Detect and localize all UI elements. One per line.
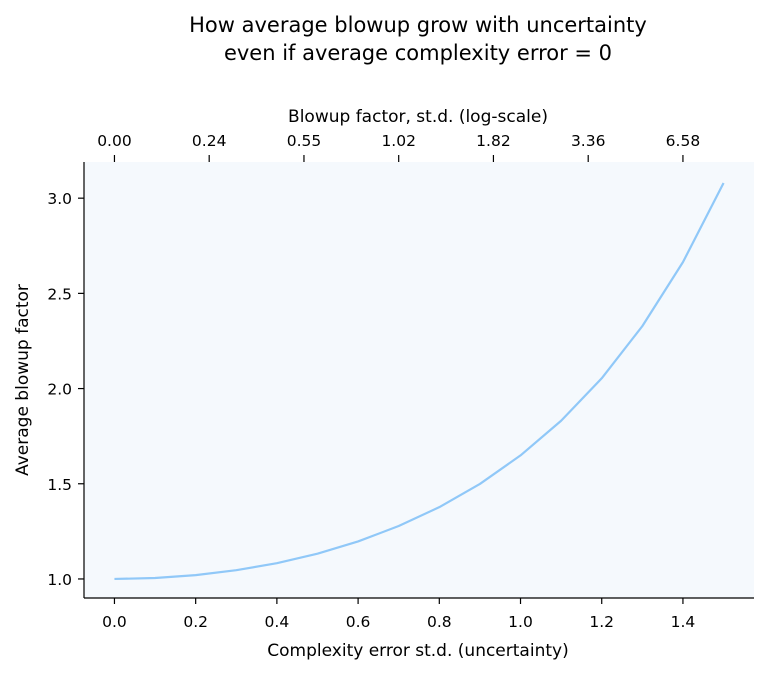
x-tick-label: 0.2 <box>183 613 208 631</box>
x-tick-label: 0.0 <box>102 613 127 631</box>
y-tick-label: 1.5 <box>47 476 72 494</box>
top-tick-label: 0.00 <box>97 132 132 150</box>
top-tick-label: 6.58 <box>666 132 701 150</box>
top-axis-label: Blowup factor, st.d. (log-scale) <box>288 107 548 127</box>
y-tick-label: 2.0 <box>47 381 72 399</box>
y-tick-label: 2.5 <box>47 285 72 303</box>
x-tick-label: 1.0 <box>508 613 533 631</box>
y-axis-label: Average blowup factor <box>13 284 33 476</box>
top-tick-label: 0.55 <box>287 132 322 150</box>
top-tick-label: 1.82 <box>476 132 511 150</box>
x-tick-label: 1.2 <box>589 613 614 631</box>
y-tick-label: 1.0 <box>47 571 72 589</box>
y-tick-label: 3.0 <box>47 190 72 208</box>
x-tick-label: 0.6 <box>346 613 371 631</box>
chart-subtitle: even if average complexity error = 0 <box>224 41 612 65</box>
series-line-0 <box>114 182 725 581</box>
chart-title: How average blowup grow with uncertainty <box>189 13 647 37</box>
x-tick-label: 0.8 <box>427 613 452 631</box>
top-tick-label: 0.24 <box>192 132 227 150</box>
x-tick-label: 1.4 <box>671 613 696 631</box>
top-tick-label: 1.02 <box>381 132 416 150</box>
x-tick-label: 0.4 <box>265 613 290 631</box>
x-axis-label: Complexity error st.d. (uncertainty) <box>267 641 568 661</box>
plot-area <box>84 162 754 598</box>
top-tick-label: 3.36 <box>571 132 606 150</box>
